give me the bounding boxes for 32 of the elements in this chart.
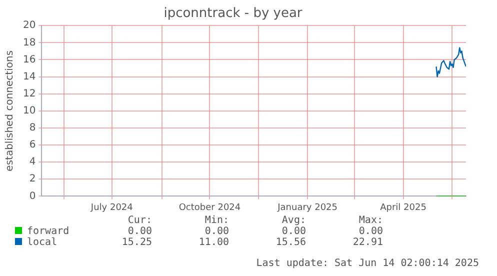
y-tick-label: 18 bbox=[22, 37, 36, 48]
y-tick-label: 20 bbox=[22, 20, 36, 32]
chart-title: ipconntrack - by year bbox=[164, 6, 303, 22]
y-tick-label: 16 bbox=[22, 54, 36, 66]
text: Min: bbox=[204, 215, 229, 226]
x-tick-label: April 2025 bbox=[380, 202, 426, 213]
y-tick-label: 12 bbox=[22, 88, 36, 100]
text: 0.00 bbox=[204, 226, 229, 237]
legend-label: forward bbox=[26, 226, 70, 237]
y-tick-label: 0 bbox=[29, 190, 36, 202]
text: Cur: bbox=[126, 215, 152, 226]
text: 15.25 bbox=[120, 237, 152, 248]
x-tick-label: October 2024 bbox=[178, 202, 241, 213]
text: Avg: bbox=[280, 215, 306, 226]
text: 0.00 bbox=[126, 226, 152, 237]
text: 11.00 bbox=[198, 237, 229, 248]
text: Last update: Sat Jun 14 02:00:14 2025 bbox=[256, 258, 479, 269]
y-tick-label: 10 bbox=[22, 105, 36, 116]
text: 0.00 bbox=[280, 226, 306, 237]
y-axis-title: established connections bbox=[4, 50, 16, 172]
y-tick-label: 14 bbox=[22, 71, 36, 82]
legend-label: local bbox=[26, 237, 58, 248]
y-tick-label: 2 bbox=[29, 174, 36, 185]
y-tick-label: 6 bbox=[29, 140, 36, 151]
text: 15.56 bbox=[274, 237, 306, 248]
x-tick-label: July 2024 bbox=[90, 202, 134, 213]
y-tick-label: 8 bbox=[29, 122, 36, 134]
text: 22.91 bbox=[352, 237, 383, 248]
x-tick-label: January 2025 bbox=[276, 202, 338, 213]
y-tick-label: 4 bbox=[29, 156, 36, 168]
text: 0.00 bbox=[358, 226, 383, 237]
text: Max: bbox=[358, 215, 383, 226]
